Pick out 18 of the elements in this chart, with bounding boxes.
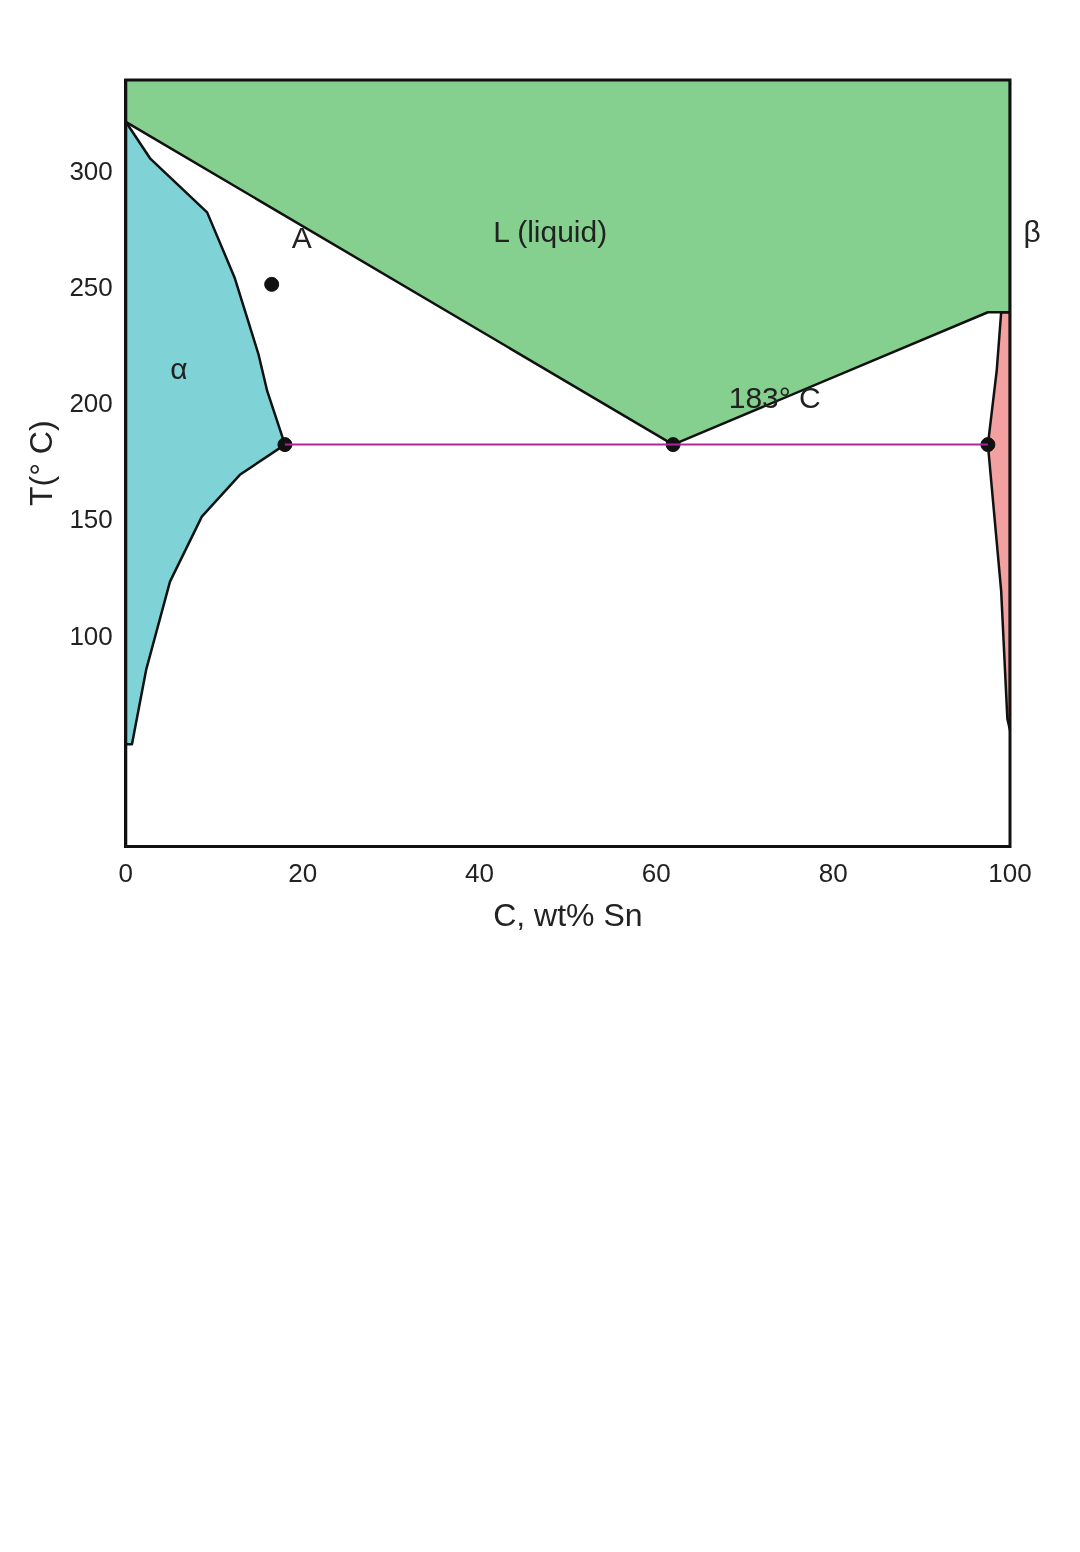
- annotation: L (liquid): [493, 214, 608, 248]
- x-tick-label: 80: [818, 858, 848, 889]
- x-tick-label: 20: [288, 858, 318, 889]
- y-tick-label: 150: [69, 504, 113, 535]
- x-tick-label: 0: [118, 858, 134, 889]
- x-axis-title: C, wt% Sn: [493, 896, 643, 933]
- annotation: A: [291, 220, 312, 254]
- annotation: α: [170, 352, 188, 386]
- y-tick-label: 250: [69, 272, 113, 303]
- y-tick-label: 100: [69, 620, 113, 651]
- y-tick-label: 300: [69, 156, 113, 187]
- y-axis-title: T(° C): [23, 420, 60, 507]
- y-tick-label: 200: [69, 388, 113, 419]
- text: β: [1023, 214, 1041, 248]
- x-tick-label: 40: [465, 858, 494, 889]
- annotation: 183° C: [728, 380, 821, 414]
- x-tick-label: 60: [641, 858, 671, 889]
- x-tick-label: 100: [988, 858, 1032, 889]
